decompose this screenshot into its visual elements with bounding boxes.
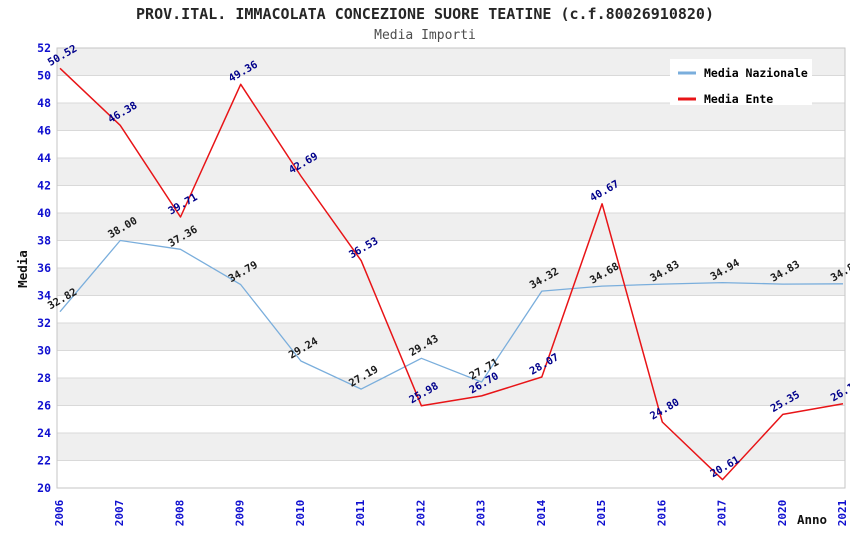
series-line-media-nazionale	[59, 239, 844, 390]
plot-band	[57, 158, 845, 186]
plot-band	[57, 405, 845, 433]
series-line-media-ente	[59, 67, 844, 481]
x-tick-label: 2009	[234, 500, 247, 527]
y-tick-label: 28	[37, 371, 51, 385]
x-tick-label: 2020	[776, 500, 789, 527]
legend-background	[670, 59, 812, 105]
x-tick-label: 2013	[475, 500, 488, 527]
plot-band	[57, 103, 845, 131]
y-tick-label: 36	[37, 261, 51, 275]
chart-title: PROV.ITAL. IMMACOLATA CONCEZIONE SUORE T…	[136, 5, 714, 23]
x-tick-label: 2012	[414, 500, 427, 527]
plot-band	[57, 295, 845, 323]
plot-band	[57, 433, 845, 461]
y-tick-label: 40	[37, 206, 51, 220]
plot-band	[57, 213, 845, 241]
plot-band	[57, 268, 845, 296]
x-tick-label: 2007	[113, 500, 126, 527]
y-tick-label: 42	[37, 179, 51, 193]
x-axis-title: Anno	[797, 512, 827, 527]
y-tick-label: 50	[37, 69, 51, 83]
x-tick-label: 2021	[836, 499, 849, 526]
y-tick-label: 48	[37, 96, 51, 110]
chart-subtitle: Media Importi	[374, 28, 476, 43]
legend-label-media-nazionale: Media Nazionale	[704, 66, 808, 80]
y-tick-label: 34	[37, 289, 51, 303]
y-axis-title: Media	[15, 250, 30, 288]
y-tick-label: 24	[37, 426, 51, 440]
y-tick-label: 46	[37, 124, 51, 138]
x-tick-label: 2011	[354, 499, 367, 526]
y-tick-label: 32	[37, 316, 51, 330]
x-tick-label: 2014	[535, 499, 548, 526]
plot-band	[57, 460, 845, 488]
x-tick-label: 2016	[655, 499, 668, 526]
y-tick-label: 30	[37, 344, 51, 358]
x-tick-label: 2015	[595, 500, 608, 527]
y-tick-label: 22	[37, 454, 51, 468]
plot-band	[57, 323, 845, 351]
x-axis-tick-labels: 2006 2007 2008 2009 2010 2011 2012 2013 2014 2015…	[53, 499, 849, 526]
y-tick-label: 26	[37, 399, 51, 413]
plot-band	[57, 130, 845, 158]
x-tick-label: 2010	[294, 500, 307, 527]
y-tick-label: 44	[37, 151, 51, 165]
series-lines	[59, 67, 844, 481]
legend: Media Nazionale Media Ente	[670, 59, 812, 106]
y-tick-label: 38	[37, 234, 51, 248]
y-axis-tick-labels: 20 22 24 26 28 30 32 34 36 38 40 42 44 46 48 50 52	[37, 41, 51, 495]
x-tick-label: 2006	[53, 499, 66, 526]
y-tick-label: 52	[37, 41, 51, 55]
x-tick-label: 2008	[173, 500, 186, 527]
plot-band	[57, 350, 845, 378]
plot-border	[56, 47, 846, 489]
x-tick-label: 2017	[716, 500, 729, 527]
y-tick-label: 20	[37, 481, 51, 495]
legend-label-media-ente: Media Ente	[704, 92, 773, 106]
